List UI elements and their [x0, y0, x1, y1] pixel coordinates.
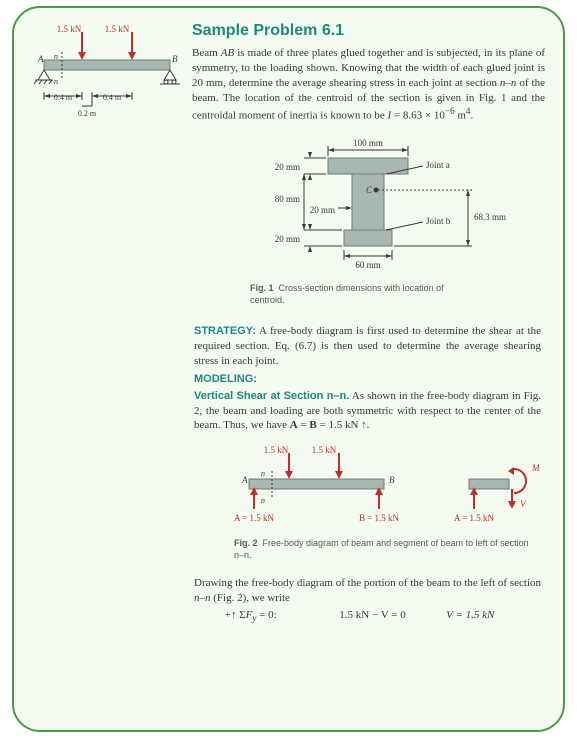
- f2-A: A: [241, 475, 248, 485]
- n-top: n: [54, 52, 58, 61]
- dim-68.3mm: 68.3 mm: [474, 212, 506, 222]
- f2-V: V: [520, 499, 527, 509]
- intro-paragraph: Beam AB is made of three plates glued to…: [192, 46, 545, 124]
- fig1-caption: Fig. 1 Cross-section dimensions with loc…: [250, 283, 470, 306]
- load-label-2: 1.5 kN: [105, 24, 130, 34]
- problem-title: Sample Problem 6.1: [192, 22, 545, 40]
- dim-0.4m-r: 0.4 m: [103, 93, 122, 102]
- n-bot: n: [54, 77, 58, 86]
- dim-20mm-c: 20 mm: [274, 234, 299, 244]
- f2-Beq: B = 1.5 kN: [359, 513, 400, 523]
- joint-b: Joint b: [426, 216, 451, 226]
- fig2-caption: Fig. 2 Free-body diagram of beam and seg…: [234, 538, 534, 561]
- label-B: B: [172, 54, 178, 64]
- dim-20mm-a: 20 mm: [274, 162, 299, 172]
- dim-0.4m-l: 0.4 m: [54, 93, 73, 102]
- svg-text:n: n: [261, 496, 265, 505]
- f2-load1: 1.5 kN: [264, 445, 289, 455]
- joint-a: Joint a: [426, 160, 450, 170]
- vshear-heading: Vertical Shear at Section n–n.: [194, 390, 349, 402]
- f2-M: M: [531, 463, 540, 473]
- closing-paragraph: Drawing the free-body diagram of the por…: [194, 576, 541, 606]
- dim-80mm: 80 mm: [274, 194, 299, 204]
- f2-Aeq2: A = 1.5 kN: [454, 513, 495, 523]
- f2-Aeq: A = 1.5 kN: [234, 513, 275, 523]
- cross-section-figure: C 100 mm 20 mm 80 mm 20 mm: [194, 128, 541, 283]
- freebody-figure: 1.5 kN 1.5 kN A B n n A = 1.5 kN B = 1.5…: [194, 441, 541, 538]
- svg-text:n: n: [261, 469, 265, 478]
- dim-0.2m: 0.2 m: [78, 109, 97, 118]
- modeling-heading: MODELING:: [194, 373, 541, 385]
- strategy-heading: STRATEGY:: [194, 325, 256, 337]
- strategy-paragraph: STRATEGY: A free-body diagram is first u…: [194, 324, 541, 369]
- dim-100mm: 100 mm: [353, 138, 383, 148]
- equation-line: +↑ ΣFy = 0: 1.5 kN − V = 0 V = 1.5 kN: [194, 609, 541, 623]
- dim-60mm: 60 mm: [355, 260, 380, 270]
- centroid-C: C: [366, 185, 373, 195]
- dim-20mm-b: 20 mm: [309, 205, 334, 215]
- load-label-1: 1.5 kN: [57, 24, 82, 34]
- f2-load2: 1.5 kN: [312, 445, 337, 455]
- vshear-paragraph: Vertical Shear at Section n–n. As shown …: [194, 389, 541, 434]
- f2-B: B: [389, 475, 395, 485]
- problem-panel: 1.5 kN 1.5 kN A B n n: [12, 6, 565, 732]
- load-diagram: 1.5 kN 1.5 kN A B n n: [32, 22, 182, 124]
- label-A: A: [37, 54, 44, 64]
